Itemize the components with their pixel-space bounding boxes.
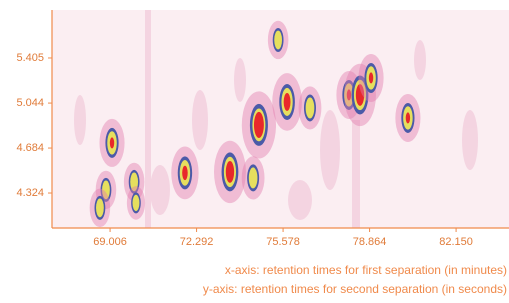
peak-core [182, 166, 188, 180]
peak [272, 73, 302, 131]
peak [299, 86, 322, 129]
peak-core [369, 72, 373, 83]
peak-mid [96, 199, 104, 218]
peak [171, 147, 198, 200]
peak [99, 119, 124, 167]
peak [242, 156, 265, 199]
y-tick-label: 4.324 [16, 187, 44, 199]
peak-core [226, 161, 234, 183]
x-tick-label: 69.006 [93, 236, 127, 248]
peak [268, 21, 289, 59]
peak-mid [133, 195, 140, 211]
x-tick-label: 82.150 [439, 236, 473, 248]
peak [395, 94, 420, 142]
x-tick-label: 78.864 [353, 236, 387, 248]
peak [359, 54, 384, 102]
peak [242, 91, 276, 158]
peak-core [254, 112, 264, 138]
y-tick-label: 5.405 [16, 52, 44, 64]
peak [214, 141, 246, 203]
peak [90, 189, 111, 227]
peak-mid [274, 31, 282, 50]
y-tick-label: 4.684 [16, 142, 44, 154]
x-tick-label: 72.292 [180, 236, 214, 248]
peak-mid [249, 167, 258, 188]
peak-core [406, 112, 410, 123]
y-axis-label: y-axis: retention times for second separ… [203, 282, 507, 296]
peak [127, 186, 145, 220]
x-tick-label: 75.578 [266, 236, 300, 248]
peak-mid [306, 97, 315, 118]
x-axis-label: x-axis: retention times for first separa… [225, 263, 507, 277]
peak-core [284, 93, 291, 111]
y-tick-label: 5.044 [16, 97, 44, 109]
peak-core [110, 137, 114, 148]
chart: x-axis: retention times for first separa… [0, 0, 509, 298]
